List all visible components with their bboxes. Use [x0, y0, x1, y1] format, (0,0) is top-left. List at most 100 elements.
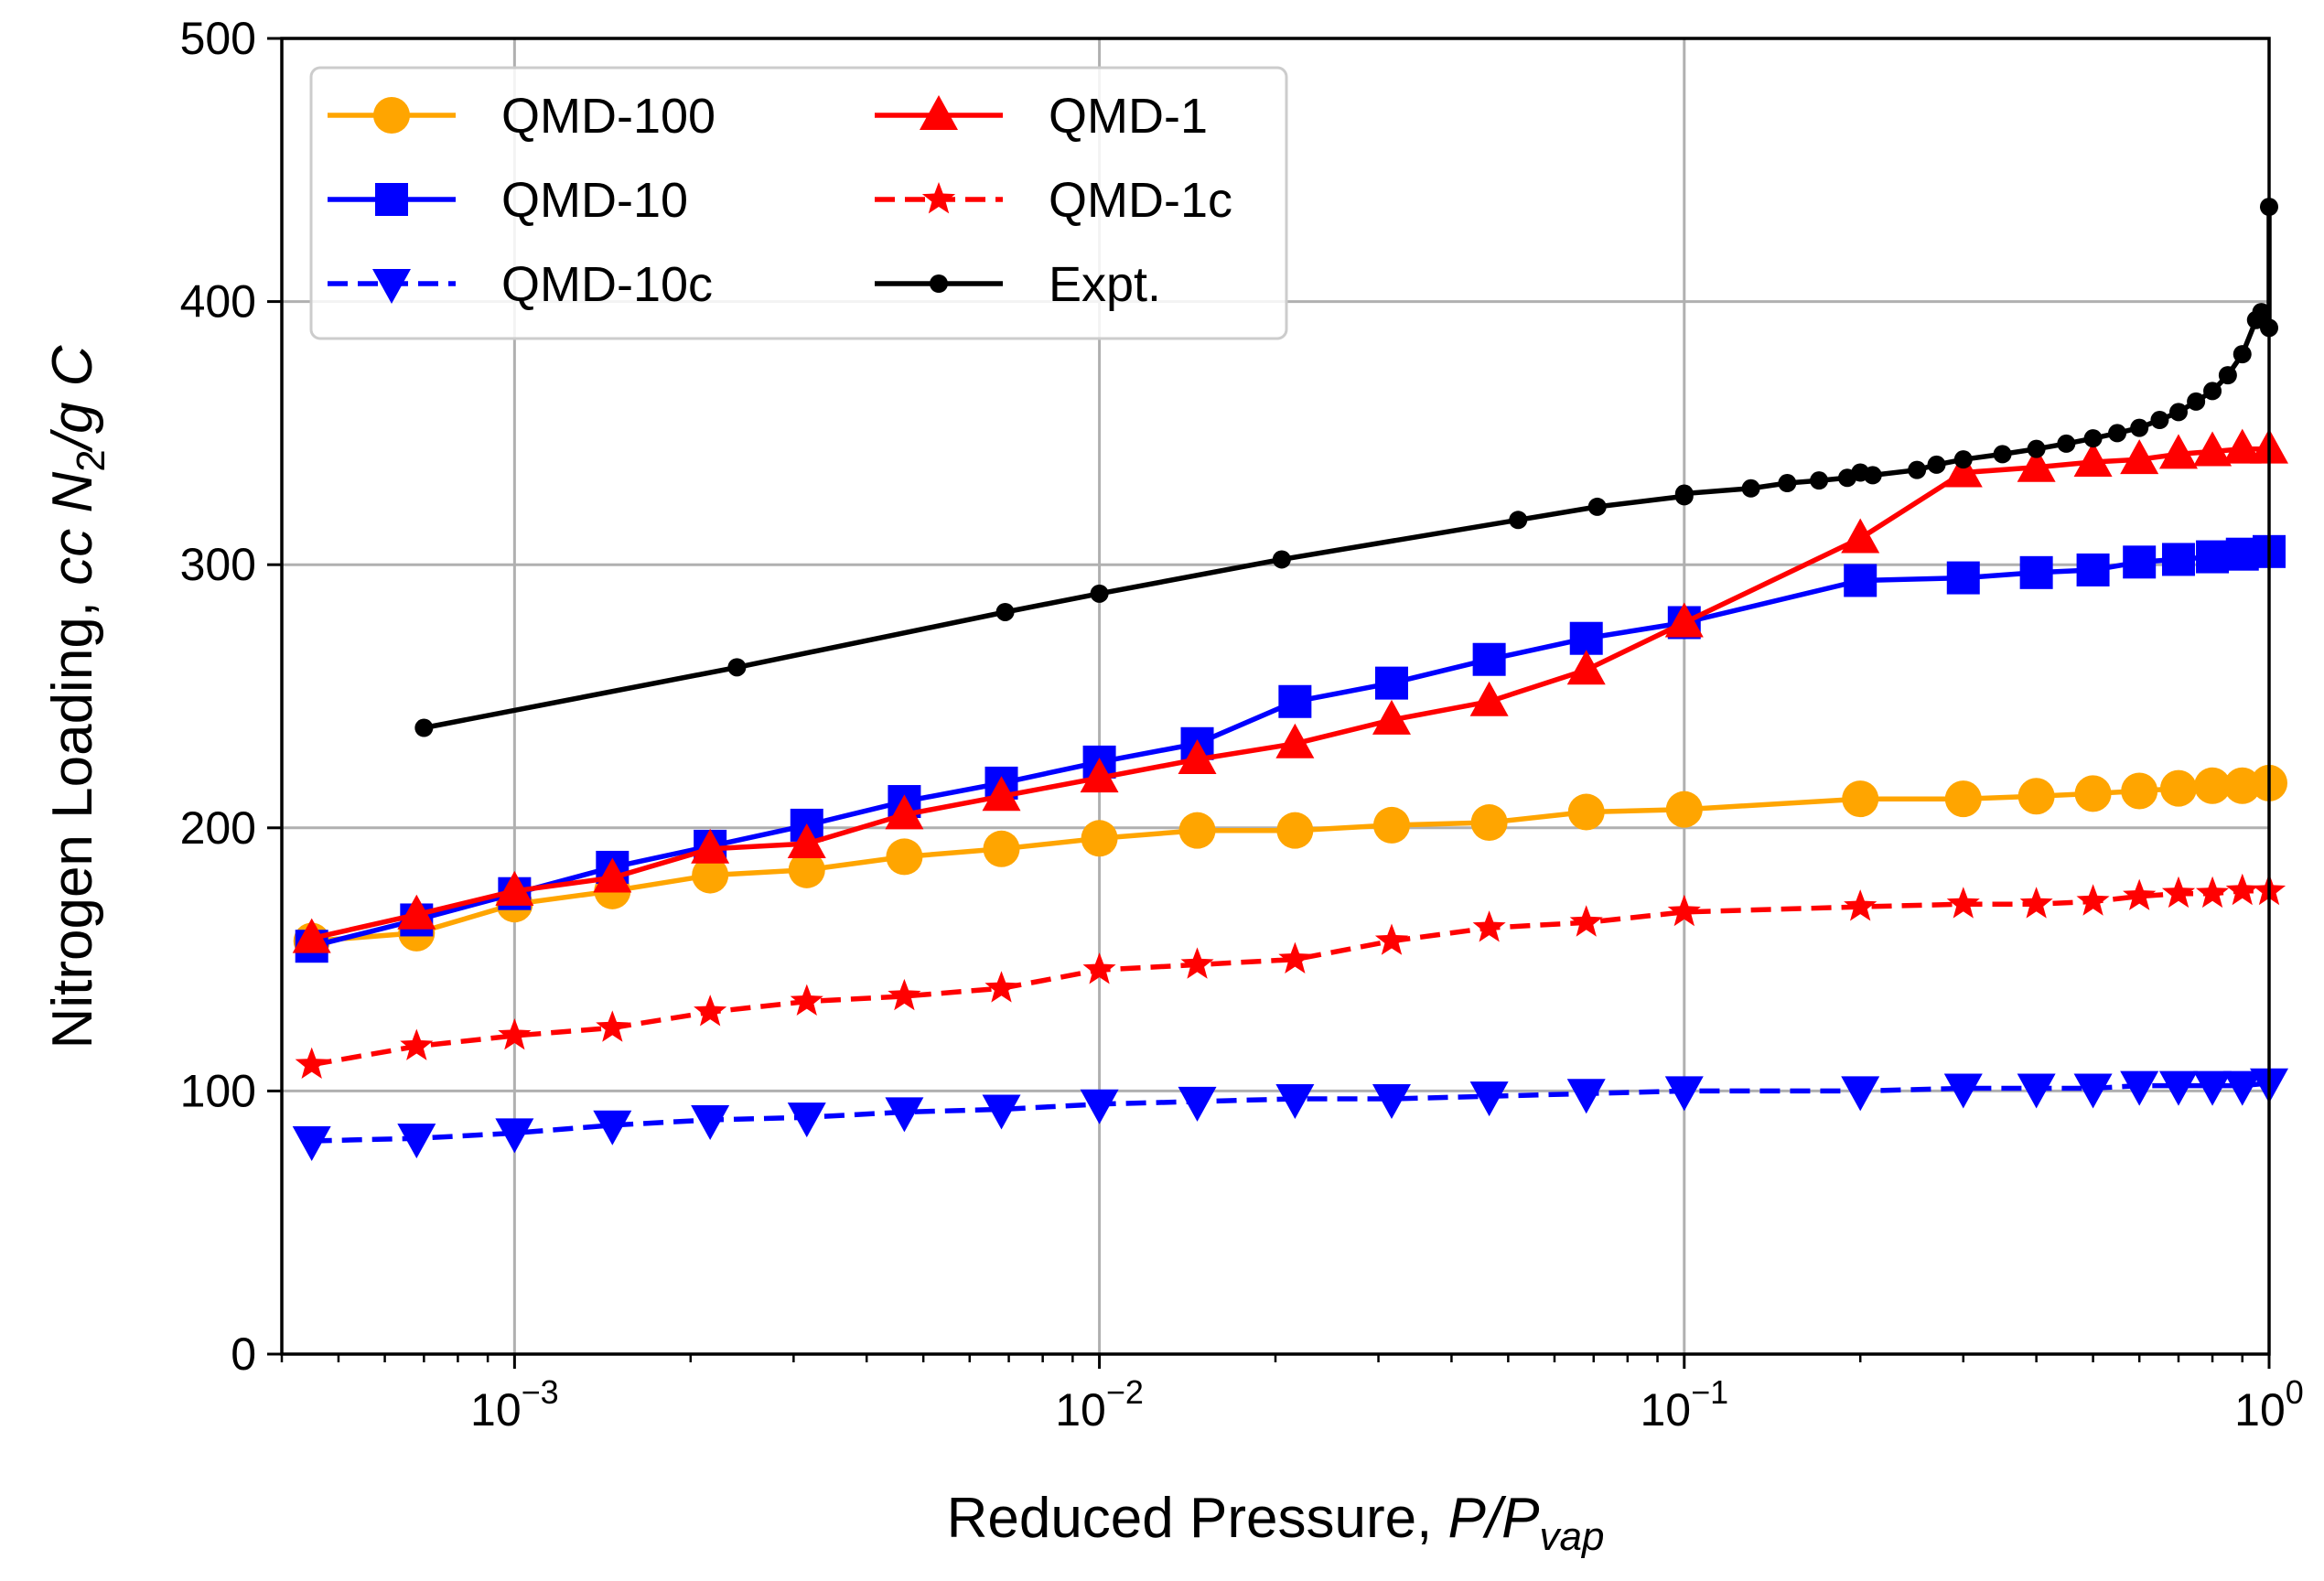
data-point — [1993, 445, 2012, 464]
data-point — [1469, 681, 1509, 716]
data-point — [397, 894, 436, 930]
data-point — [1275, 1084, 1315, 1120]
data-point — [1778, 474, 1797, 493]
data-point — [1472, 642, 1506, 676]
data-point — [1567, 793, 1605, 831]
data-point — [1943, 452, 1983, 488]
data-point — [1276, 812, 1314, 849]
data-point — [1863, 466, 1882, 485]
data-point — [2121, 772, 2158, 810]
x-tick-label: 10−1 — [1640, 1373, 1728, 1436]
data-point — [2193, 1070, 2233, 1106]
data-point — [1953, 450, 1973, 469]
data-point — [1180, 947, 1214, 979]
data-point — [2027, 439, 2046, 458]
data-point — [788, 851, 825, 888]
data-point — [1374, 666, 1408, 700]
data-point — [1472, 910, 1506, 942]
legend-entry: QMD-10c — [328, 257, 713, 312]
data-point — [373, 97, 410, 134]
data-point — [982, 776, 1021, 812]
y-tick-label: 300 — [180, 539, 256, 590]
legend: QMD-100 QMD-10 QMD-10c QMD-1 QMD-1c Expt. — [309, 66, 1288, 340]
data-point — [2252, 303, 2271, 322]
data-point — [1090, 584, 1109, 603]
data-point — [691, 828, 730, 864]
legend-entry: QMD-100 — [328, 89, 715, 144]
legend-entry: Expt. — [875, 257, 1161, 312]
series-qmd-1c — [295, 873, 2286, 1079]
data-point — [414, 718, 434, 737]
legend-label: QMD-10c — [501, 257, 713, 312]
data-point — [1841, 518, 1880, 554]
data-point — [593, 1110, 632, 1145]
data-point — [2196, 876, 2230, 909]
data-point — [1080, 758, 1119, 793]
data-point — [2196, 540, 2230, 574]
data-point — [400, 1028, 434, 1060]
data-point — [920, 95, 958, 130]
legend-label: QMD-1c — [1049, 173, 1232, 228]
series-qmd-1 — [292, 428, 2288, 953]
data-point — [2168, 403, 2188, 422]
data-point — [372, 269, 411, 304]
data-point — [2120, 1070, 2159, 1106]
data-point — [1741, 479, 1760, 498]
data-point — [1178, 739, 1217, 775]
data-point — [292, 918, 331, 953]
y-tick-label: 200 — [180, 802, 256, 854]
data-point — [2161, 876, 2196, 909]
data-point — [921, 182, 956, 214]
data-point — [596, 1010, 629, 1042]
data-point — [1372, 699, 1411, 735]
data-point — [1509, 511, 1528, 530]
data-point — [1272, 550, 1291, 569]
data-point — [886, 838, 923, 876]
data-point — [1566, 1079, 1606, 1114]
y-axis-title: Nitrogen Loading, cc N2/g C — [41, 344, 113, 1049]
data-point — [1946, 887, 1980, 919]
data-point — [885, 1097, 924, 1133]
legend-label: QMD-100 — [501, 89, 715, 144]
legend-entry: QMD-1c — [875, 173, 1232, 228]
data-point — [694, 995, 727, 1027]
data-point — [983, 830, 1020, 867]
data-point — [692, 856, 729, 894]
x-tick-label: 100 — [2234, 1373, 2304, 1436]
data-point — [1372, 806, 1410, 844]
data-point — [2076, 553, 2110, 586]
y-tick-label: 400 — [180, 276, 256, 328]
data-point — [1469, 1081, 1509, 1117]
data-point — [2225, 873, 2259, 906]
data-point — [1278, 684, 1312, 718]
data-point — [2150, 411, 2169, 430]
data-series — [292, 198, 2288, 1162]
data-point — [1178, 812, 1216, 849]
y-tick-label: 500 — [180, 13, 256, 64]
data-point — [790, 984, 823, 1016]
data-point — [1082, 952, 1116, 984]
x-tick-label: 10−2 — [1055, 1373, 1144, 1436]
data-point — [1667, 894, 1701, 927]
data-point — [2074, 775, 2112, 812]
data-point — [2218, 366, 2237, 385]
data-point — [2017, 446, 2056, 482]
data-point — [1810, 471, 1829, 490]
data-point — [2158, 434, 2198, 469]
data-point — [2057, 434, 2076, 453]
axis-ticks: 10−3 10−2 10−1 100 0 100 200 300 400 500 — [180, 13, 2304, 1436]
data-point — [495, 870, 534, 906]
data-point — [295, 1047, 328, 1079]
data-point — [888, 978, 921, 1011]
data-point — [1081, 820, 1118, 857]
data-point — [2193, 431, 2233, 467]
data-point — [2123, 878, 2157, 910]
data-point — [2120, 439, 2159, 475]
data-point — [787, 823, 826, 859]
data-point — [1943, 1073, 1983, 1109]
series-line — [423, 207, 2272, 731]
data-point — [2019, 887, 2053, 919]
legend-entry: QMD-1 — [875, 89, 1208, 144]
data-point — [2187, 392, 2206, 411]
